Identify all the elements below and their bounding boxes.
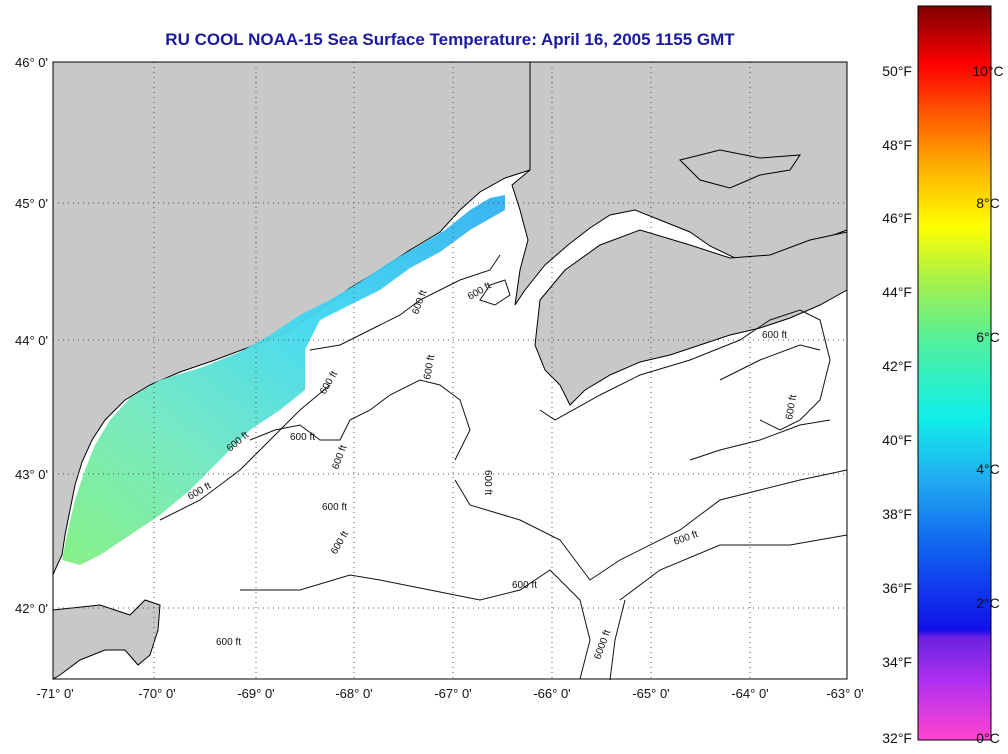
fahrenheit-label: 46°F — [882, 210, 912, 226]
fahrenheit-label: 50°F — [882, 63, 912, 79]
contour-label: 600 ft — [216, 637, 241, 648]
lon-tick-label: -70° 0' — [138, 686, 175, 701]
celsius-label: 8°C — [976, 195, 1000, 211]
lat-tick-label: 46° 0' — [15, 55, 48, 70]
lon-tick-label: -63° 0' — [826, 686, 863, 701]
lat-tick-label: 44° 0' — [15, 333, 48, 348]
lon-tick-label: -66° 0' — [533, 686, 570, 701]
contour-label: 600 ft — [512, 580, 537, 591]
lon-tick-label: -68° 0' — [335, 686, 372, 701]
sst-swath — [62, 195, 505, 565]
contour-label: 600 ft — [762, 330, 787, 341]
celsius-label: 0°C — [976, 730, 1000, 746]
land-new-england — [52, 61, 531, 576]
contour-label: 600 ft — [322, 502, 347, 513]
land — [52, 61, 848, 680]
lon-tick-label: -67° 0' — [434, 686, 471, 701]
fahrenheit-label: 36°F — [882, 580, 912, 596]
fahrenheit-label: 48°F — [882, 137, 912, 153]
lon-tick-label: -65° 0' — [632, 686, 669, 701]
lon-tick-label: -64° 0' — [731, 686, 768, 701]
celsius-label: 2°C — [976, 595, 1000, 611]
land-cape-cod — [52, 599, 161, 680]
lat-tick-label: 45° 0' — [15, 196, 48, 211]
lon-tick-label: -71° 0' — [36, 686, 73, 701]
lon-tick-label: -69° 0' — [237, 686, 274, 701]
contour-label: 600 ft — [422, 354, 437, 381]
contour-label: 600 ft — [784, 394, 799, 421]
contour-label: 600 ft — [290, 432, 315, 443]
fahrenheit-label: 42°F — [882, 358, 912, 374]
colorbar — [917, 5, 992, 741]
map-frame — [52, 61, 848, 680]
land-nova-scotia — [534, 229, 848, 406]
colorbar-celsius-labels: 10°C 8°C 6°C 4°C 2°C 0°C — [972, 63, 1003, 746]
bathymetry-contours — [159, 254, 848, 681]
longitude-axis: -71° 0' -70° 0' -69° 0' -68° 0' -67° 0' … — [36, 686, 863, 701]
fahrenheit-label: 34°F — [882, 654, 912, 670]
contour-label: 600 ft — [482, 470, 493, 495]
map-title: RU COOL NOAA-15 Sea Surface Temperature:… — [165, 30, 735, 49]
celsius-label: 6°C — [976, 329, 1000, 345]
land-pei — [679, 149, 801, 189]
fahrenheit-label: 40°F — [882, 432, 912, 448]
celsius-label: 10°C — [972, 63, 1003, 79]
fahrenheit-label: 44°F — [882, 284, 912, 300]
latitude-axis: 46° 0' 45° 0' 44° 0' 43° 0' 42° 0' — [15, 55, 48, 616]
fahrenheit-label: 38°F — [882, 506, 912, 522]
lat-tick-label: 43° 0' — [15, 467, 48, 482]
fahrenheit-label: 32°F — [882, 730, 912, 746]
lat-tick-label: 42° 0' — [15, 601, 48, 616]
colorbar-fahrenheit-labels: 50°F 48°F 46°F 44°F 42°F 40°F 38°F 36°F … — [882, 63, 912, 746]
celsius-label: 4°C — [976, 461, 1000, 477]
